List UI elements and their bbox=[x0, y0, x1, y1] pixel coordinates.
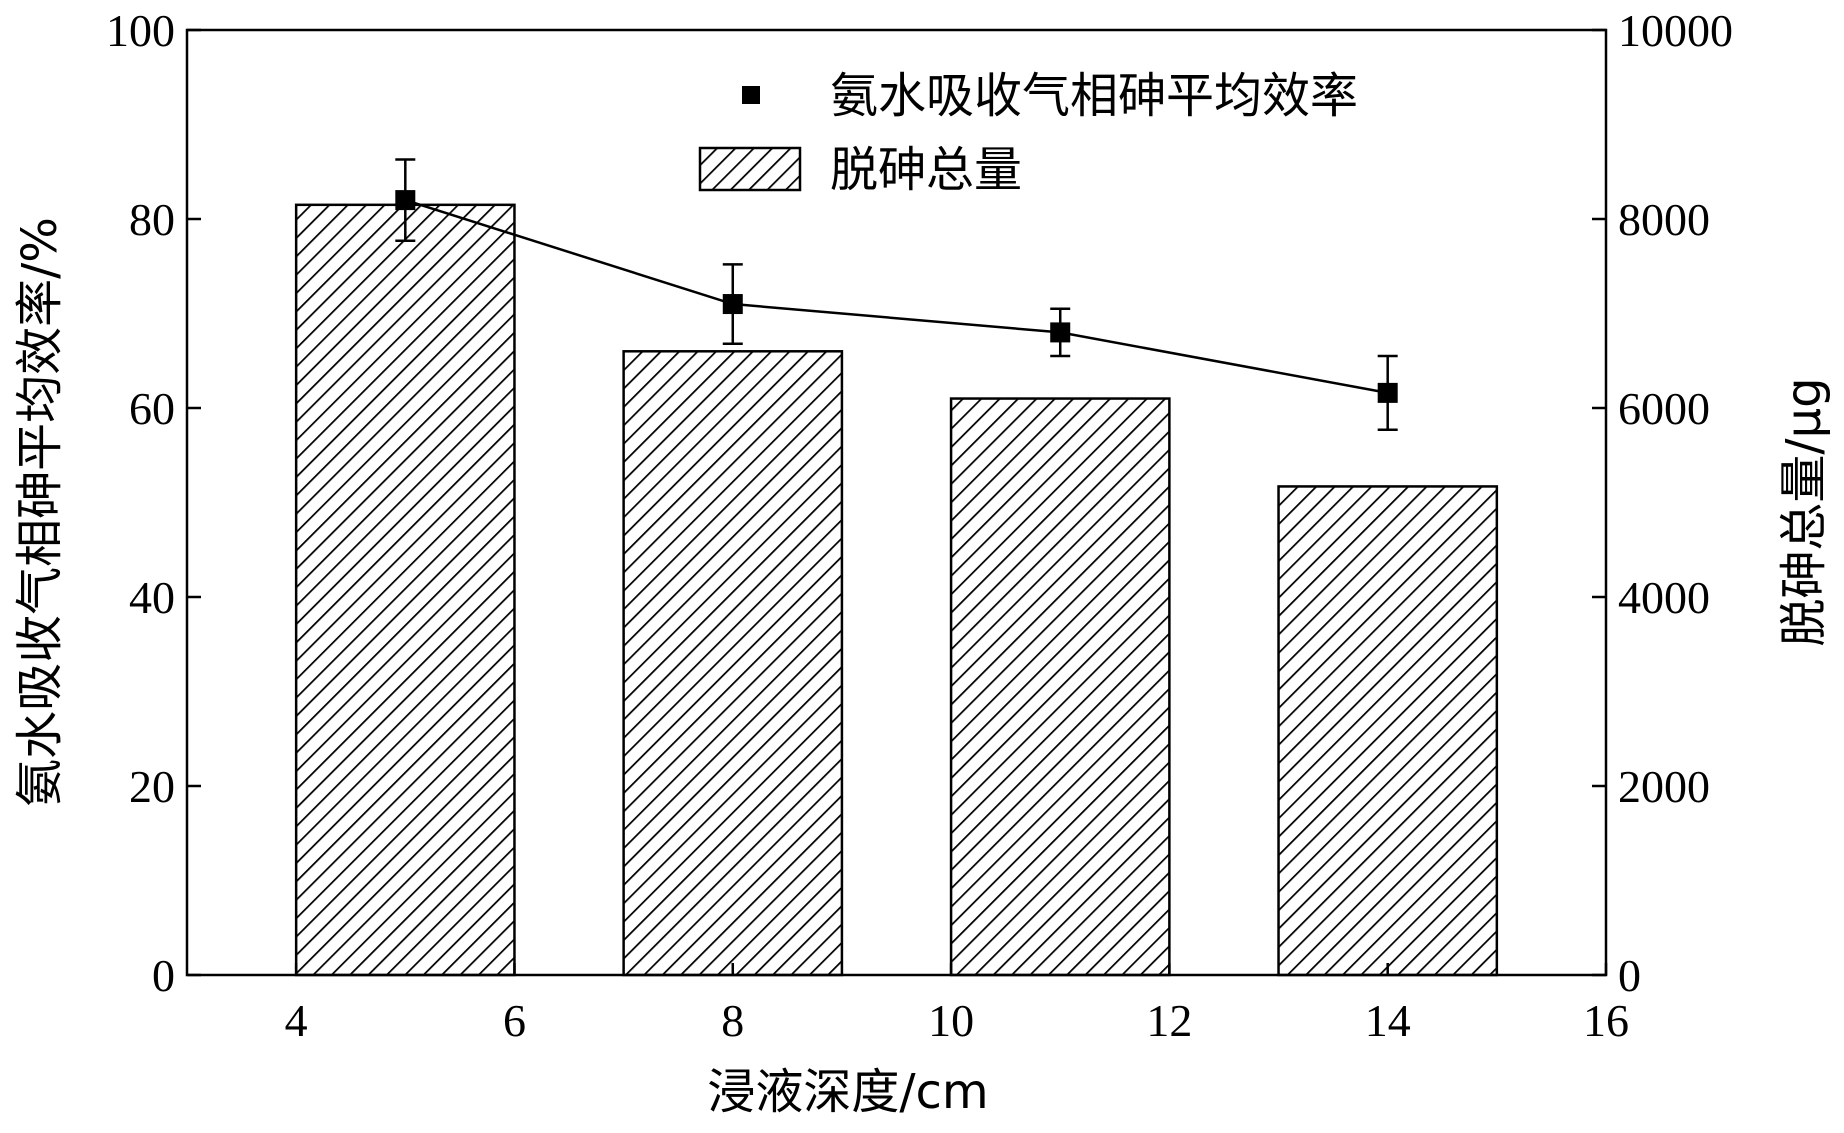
bars-layer bbox=[294, 203, 1499, 977]
bar-1 bbox=[294, 203, 516, 977]
x-tick-label-4: 4 bbox=[285, 995, 308, 1046]
x-tick-label-10: 10 bbox=[928, 995, 974, 1046]
x-tick-label-6: 6 bbox=[503, 995, 526, 1046]
x-axis-title: 浸液深度/cm bbox=[707, 1064, 988, 1120]
right-y-axis-title: 脱砷总量/μg bbox=[1776, 377, 1832, 646]
axes-layer bbox=[185, 28, 1608, 977]
ticks-layer: 4 6 8 10 12 14 1602040608010002000400060008000… bbox=[106, 5, 1733, 1046]
efficiency-point-4 bbox=[1377, 382, 1398, 403]
legend-swatch-hatch bbox=[698, 146, 802, 192]
legend-marker-square bbox=[742, 86, 760, 104]
y-right-tick-label-4000: 4000 bbox=[1618, 572, 1710, 623]
legend: 氨水吸收气相砷平均效率 脱砷总量 bbox=[698, 68, 1358, 198]
y-left-tick-label-80: 80 bbox=[129, 194, 175, 245]
y-left-tick-label-100: 100 bbox=[106, 5, 175, 56]
x-tick-label-16: 16 bbox=[1583, 995, 1629, 1046]
left-y-axis-title: 氨水吸收气相砷平均效率/% bbox=[12, 217, 68, 807]
y-right-tick-label-0: 0 bbox=[1618, 950, 1641, 1001]
y-left-tick-label-20: 20 bbox=[129, 761, 175, 812]
efficiency-point-1 bbox=[395, 190, 416, 211]
y-right-tick-label-10000: 10000 bbox=[1618, 5, 1733, 56]
bar-3 bbox=[949, 397, 1171, 977]
bar-2 bbox=[622, 350, 844, 977]
efficiency-point-2 bbox=[722, 294, 743, 315]
y-right-tick-label-2000: 2000 bbox=[1618, 761, 1710, 812]
efficiency-point-3 bbox=[1050, 322, 1071, 343]
y-right-tick-label-6000: 6000 bbox=[1618, 383, 1710, 434]
y-left-tick-label-40: 40 bbox=[129, 572, 175, 623]
y-left-tick-label-0: 0 bbox=[152, 950, 175, 1001]
bar-4 bbox=[1277, 485, 1499, 977]
y-left-tick-label-60: 60 bbox=[129, 383, 175, 434]
y-right-tick-label-8000: 8000 bbox=[1618, 194, 1710, 245]
efficiency-line bbox=[404, 198, 1388, 395]
x-tick-label-12: 12 bbox=[1146, 995, 1192, 1046]
legend-label-total: 脱砷总量 bbox=[830, 142, 1022, 198]
x-tick-label-8: 8 bbox=[721, 995, 744, 1046]
plot-frame bbox=[185, 28, 1608, 977]
legend-label-efficiency: 氨水吸收气相砷平均效率 bbox=[830, 68, 1358, 124]
x-tick-label-14: 14 bbox=[1365, 995, 1411, 1046]
efficiency-line-layer bbox=[395, 158, 1398, 431]
